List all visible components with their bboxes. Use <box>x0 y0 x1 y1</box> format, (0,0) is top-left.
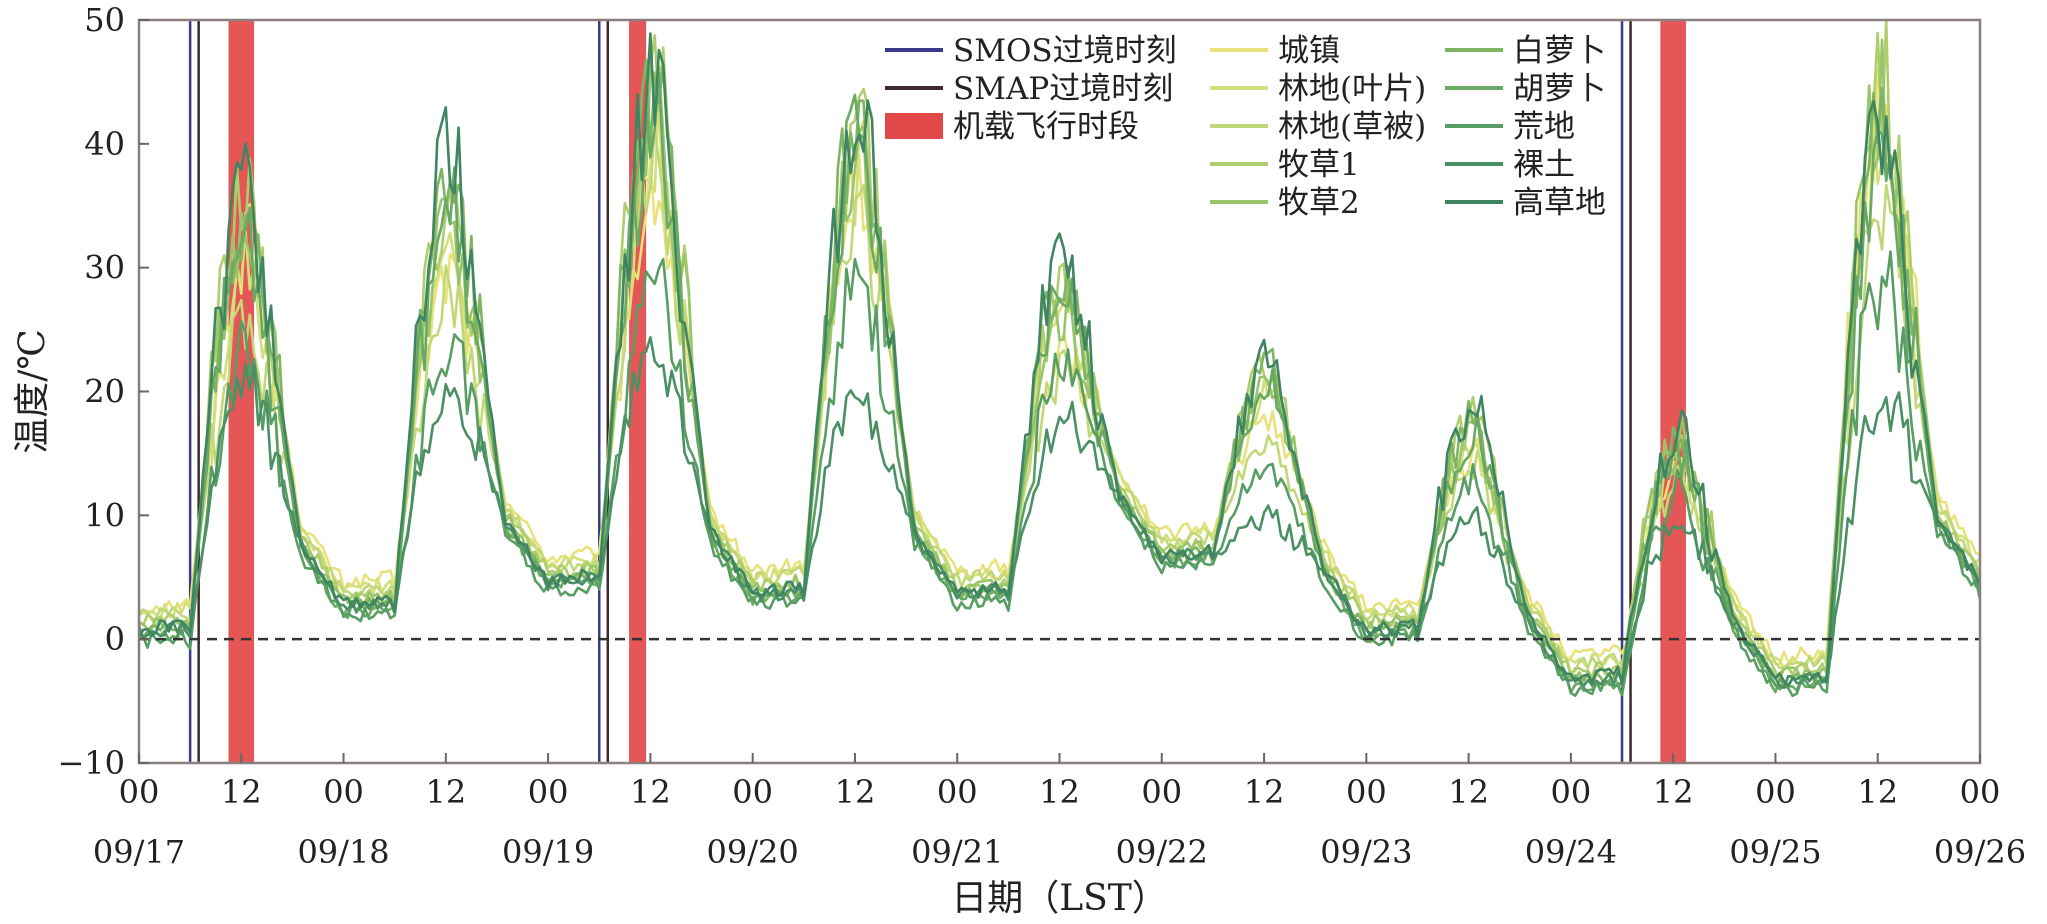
y-tick-label-5: 0 <box>105 620 125 658</box>
x-tick-label-16: 00 <box>1755 773 1796 811</box>
legend-label-series-8: 裸土 <box>1513 147 1575 183</box>
x-tick-label-11: 12 <box>1244 773 1285 811</box>
x-tick-label-5: 12 <box>630 773 671 811</box>
x-tick-label-1: 12 <box>221 773 262 811</box>
legend-label-series-0: 城镇 <box>1278 33 1340 69</box>
series-line-7 <box>138 250 1982 698</box>
legend-label-1: SMAP过境时刻 <box>953 71 1173 107</box>
legend-label-series-6: 胡萝卜 <box>1513 71 1606 107</box>
legend-label-series-9: 高草地 <box>1513 185 1606 221</box>
legend-label-2: 机载飞行时段 <box>953 109 1139 145</box>
x-date-label-4: 09/21 <box>911 833 1003 871</box>
legend-label-series-2: 林地(草被) <box>1278 109 1426 145</box>
legend-label-series-7: 荒地 <box>1513 109 1575 145</box>
y-tick-label-6: −10 <box>57 744 125 782</box>
x-tick-label-13: 12 <box>1448 773 1489 811</box>
legend-swatch-2 <box>885 113 943 139</box>
x-date-label-6: 09/23 <box>1320 833 1412 871</box>
x-tick-label-8: 00 <box>937 773 978 811</box>
x-axis-title: 日期（LST） <box>951 878 1168 919</box>
x-date-label-9: 09/26 <box>1934 833 2026 871</box>
x-tick-label-9: 12 <box>1039 773 1080 811</box>
legend-label-series-5: 白萝卜 <box>1513 33 1606 69</box>
x-tick-label-2: 00 <box>323 773 364 811</box>
legend-label-series-3: 牧草1 <box>1278 147 1360 183</box>
x-tick-label-12: 00 <box>1346 773 1387 811</box>
x-tick-label-3: 12 <box>425 773 466 811</box>
x-tick-label-17: 12 <box>1857 773 1898 811</box>
y-tick-label-1: 40 <box>84 125 125 163</box>
legend-label-series-1: 林地(叶片) <box>1278 71 1426 107</box>
x-tick-label-15: 12 <box>1653 773 1694 811</box>
x-tick-label-0: 00 <box>119 773 160 811</box>
x-tick-label-4: 00 <box>528 773 569 811</box>
x-date-label-8: 09/25 <box>1729 833 1821 871</box>
x-tick-label-18: 00 <box>1960 773 2001 811</box>
series-line-8 <box>137 336 1982 690</box>
x-date-label-7: 09/24 <box>1525 833 1617 871</box>
x-date-label-2: 09/19 <box>502 833 594 871</box>
x-tick-label-6: 00 <box>732 773 773 811</box>
legend-label-series-4: 牧草2 <box>1278 185 1360 221</box>
flight-band-2 <box>1660 20 1686 763</box>
legend-label-0: SMOS过境时刻 <box>953 33 1177 69</box>
x-tick-label-7: 12 <box>835 773 876 811</box>
y-tick-label-2: 30 <box>84 249 125 287</box>
x-tick-label-10: 00 <box>1141 773 1182 811</box>
x-date-label-0: 09/17 <box>93 833 185 871</box>
x-tick-label-14: 00 <box>1551 773 1592 811</box>
y-tick-label-4: 10 <box>84 496 125 534</box>
y-axis-title: 温度/℃ <box>12 329 53 453</box>
y-tick-label-0: 50 <box>84 1 125 39</box>
x-date-label-1: 09/18 <box>297 833 389 871</box>
series-line-9 <box>137 32 1982 687</box>
y-tick-label-3: 20 <box>84 373 125 411</box>
series-lines <box>137 18 1982 698</box>
x-date-label-5: 09/22 <box>1116 833 1208 871</box>
x-date-label-3: 09/20 <box>707 833 799 871</box>
